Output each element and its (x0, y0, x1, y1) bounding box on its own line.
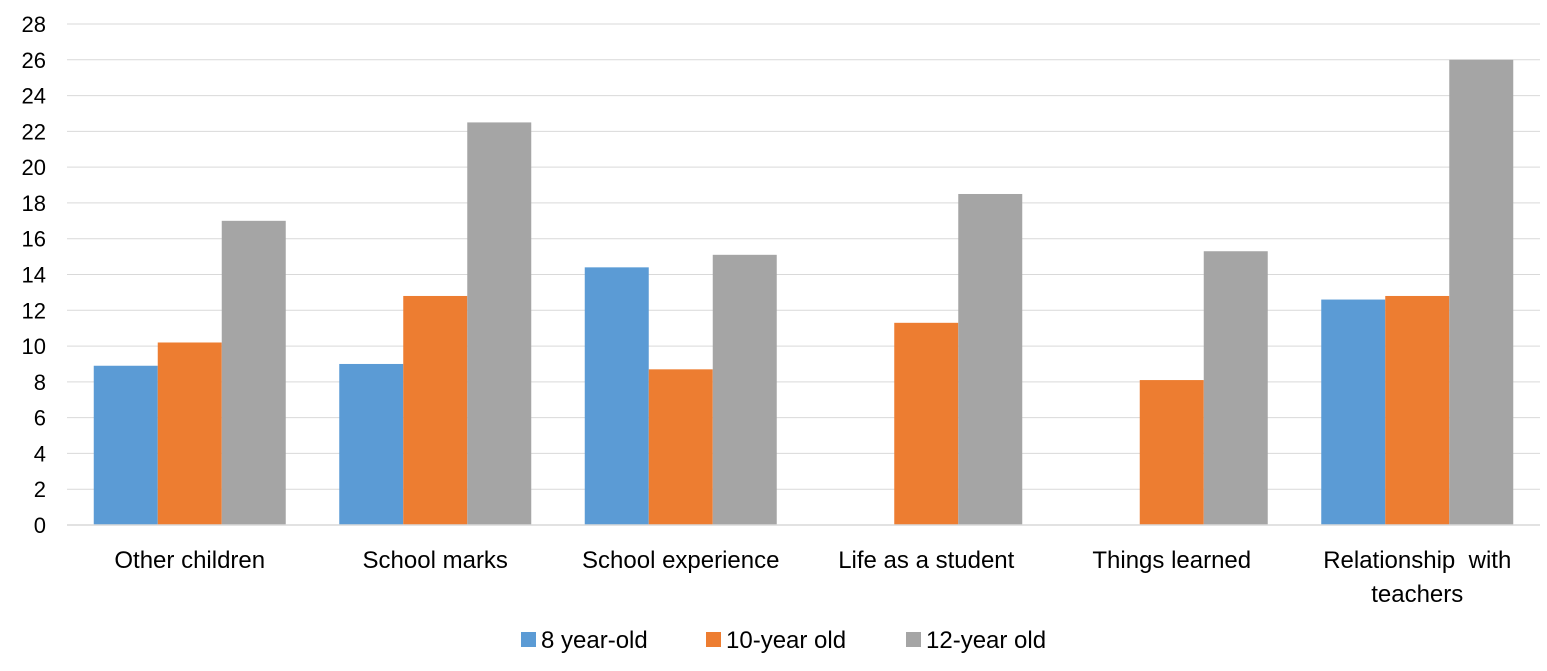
x-tick-label: School marks (363, 547, 508, 574)
legend: 8 year-old 10-year old 12-year old (521, 627, 1046, 654)
bar-12-year-old-2 (712, 254, 777, 525)
y-tick-label: 18 (22, 191, 46, 216)
gridlines (67, 23, 1540, 490)
y-tick-label: 6 (34, 406, 46, 431)
y-tick-label: 0 (34, 513, 46, 538)
bar-8-year-old-1 (339, 363, 404, 525)
x-tick-label: Relationship with (1323, 547, 1511, 574)
bar-12-year-old-3 (958, 193, 1023, 525)
x-tick-label: Other children (114, 547, 265, 574)
y-tick-label: 20 (22, 155, 46, 180)
bar-8-year-old-5 (1321, 299, 1386, 525)
x-tick-label: teachers (1371, 581, 1463, 608)
bar-10-year-old-0 (157, 342, 222, 525)
y-tick-label: 2 (34, 477, 46, 502)
y-tick-label: 22 (22, 119, 46, 144)
y-tick-label: 26 (22, 48, 46, 73)
y-tick-label: 24 (22, 84, 46, 109)
x-tick-label: Life as a student (838, 547, 1014, 574)
bar-10-year-old-5 (1385, 295, 1450, 525)
bar-12-year-old-4 (1203, 251, 1268, 525)
bar-10-year-old-4 (1139, 380, 1204, 525)
bar-8-year-old-2 (584, 267, 649, 525)
bar-8-year-old-0 (93, 365, 158, 525)
legend-swatch (521, 632, 536, 647)
legend-label: 8 year-old (541, 627, 648, 654)
y-tick-label: 28 (22, 12, 46, 37)
y-tick-label: 8 (34, 370, 46, 395)
bar-10-year-old-3 (894, 322, 959, 525)
bar-10-year-old-2 (648, 369, 713, 525)
y-tick-label: 10 (22, 334, 46, 359)
legend-label: 12-year old (926, 627, 1046, 654)
legend-swatch (906, 632, 921, 647)
legend-swatch (706, 632, 721, 647)
y-tick-label: 4 (34, 441, 46, 466)
y-tick-label: 14 (22, 263, 46, 288)
x-tick-label: School experience (582, 547, 779, 574)
bar-12-year-old-5 (1449, 59, 1514, 526)
legend-label: 10-year old (726, 627, 846, 654)
bars (93, 59, 1514, 526)
bar-12-year-old-1 (467, 122, 532, 526)
y-tick-label: 12 (22, 298, 46, 323)
bar-10-year-old-1 (403, 295, 468, 525)
x-tick-label: Things learned (1092, 547, 1251, 574)
bar-12-year-old-0 (221, 220, 286, 526)
y-tick-label: 16 (22, 227, 46, 252)
